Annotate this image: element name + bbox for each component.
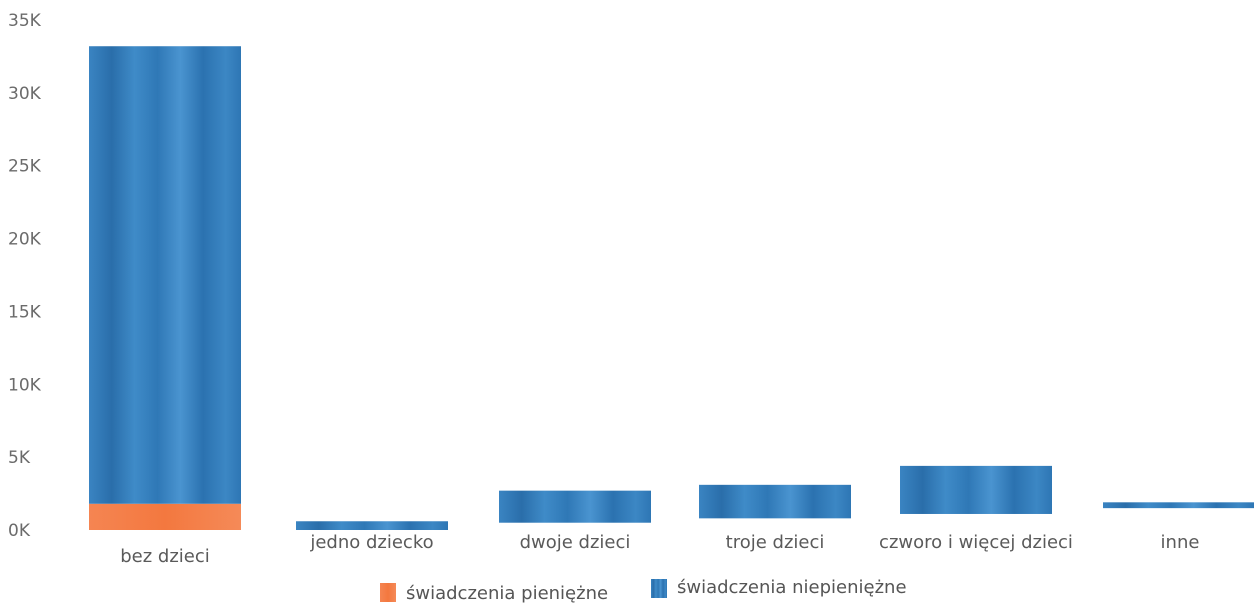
bar-segment-non-cash-benefits [699,484,851,519]
legend: świadczenia pieniężne świadczenia niepie… [380,577,907,604]
legend-label-cash-benefits: świadczenia pieniężne [406,583,608,604]
x-category-label: dwoje dzieci [520,532,631,553]
y-tick-label: 25K [8,157,42,177]
y-tick-label: 30K [8,84,42,104]
legend-swatch-cash-benefits [380,583,396,602]
bars-group [89,46,1254,530]
y-axis: 0K 5K 10K 15K 20K 25K 30K 35K [8,11,42,541]
bar-segment-non-cash-benefits [89,46,241,504]
bar-segment-non-cash-benefits [900,465,1052,514]
legend-label-non-cash-benefits: świadczenia niepieniężne [677,577,907,598]
x-category-label: bez dzieci [120,546,210,567]
y-tick-label: 20K [8,230,42,250]
x-category-label: troje dzieci [726,532,825,553]
legend-swatch-non-cash-benefits [651,579,667,598]
y-tick-label: 10K [8,375,42,395]
y-tick-label: 0K [8,521,31,541]
bar-segment-cash-benefits [89,503,241,530]
bar-segment-non-cash-benefits [296,521,448,530]
y-tick-label: 35K [8,11,42,31]
bar-segment-non-cash-benefits [1103,502,1254,509]
y-tick-label: 15K [8,302,42,322]
x-axis: bez dzieci jedno dziecko dwoje dzieci troje… [120,532,1199,567]
bar-segment-non-cash-benefits [499,490,651,523]
y-tick-label: 5K [8,448,31,468]
x-category-label: inne [1161,532,1200,553]
x-category-label: czworo i więcej dzieci [879,532,1073,553]
x-category-label: jedno dziecko [309,532,433,553]
